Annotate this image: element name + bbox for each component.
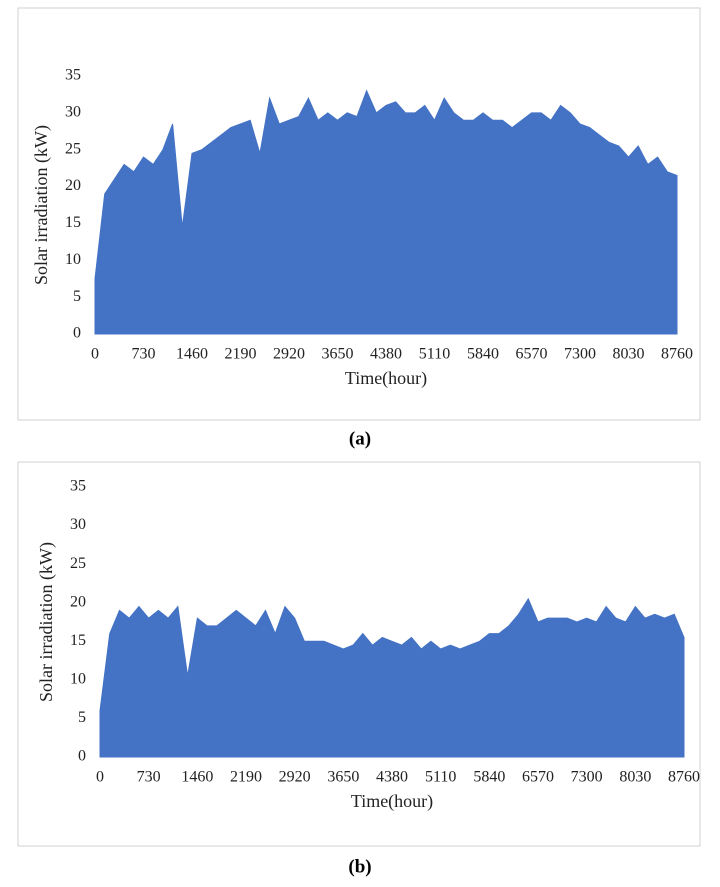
x-axis-label: Time(hour) [351, 791, 433, 812]
y-tick-label: 5 [73, 288, 81, 305]
x-axis-label: Time(hour) [345, 368, 427, 389]
caption: (b) [348, 856, 371, 877]
x-tick-label: 1460 [181, 769, 213, 786]
y-tick-label: 10 [65, 251, 81, 268]
y-tick-label: 25 [65, 140, 81, 157]
panel-frame [17, 7, 701, 421]
x-tick-label: 6570 [516, 346, 548, 363]
x-tick-label: 5840 [473, 769, 505, 786]
x-tick-label: 5110 [425, 769, 456, 786]
y-tick-label: 15 [65, 214, 81, 231]
x-tick-label: 2920 [273, 346, 305, 363]
x-tick-label: 730 [137, 769, 161, 786]
x-tick-label: 6570 [522, 769, 554, 786]
y-tick-label: 35 [70, 478, 86, 495]
x-tick-label: 3650 [322, 346, 354, 363]
y-axis-label: Solar irradiation (kW) [31, 125, 52, 285]
y-tick-label: 30 [65, 104, 81, 121]
x-tick-label: 8030 [613, 346, 645, 363]
y-tick-label: 15 [70, 632, 86, 649]
x-tick-label: 0 [96, 769, 104, 786]
x-tick-label: 4380 [376, 769, 408, 786]
x-tick-label: 1460 [176, 346, 208, 363]
y-tick-label: 10 [70, 671, 86, 688]
x-tick-label: 2920 [279, 769, 311, 786]
y-tick-label: 20 [70, 593, 86, 610]
y-tick-label: 30 [70, 516, 86, 533]
x-tick-label: 7300 [571, 769, 603, 786]
x-tick-label: 8760 [661, 346, 693, 363]
y-tick-label: 20 [65, 177, 81, 194]
y-tick-label: 25 [70, 555, 86, 572]
x-tick-label: 4380 [370, 346, 402, 363]
area [94, 89, 678, 335]
x-tick-label: 2190 [225, 346, 257, 363]
caption: (a) [349, 428, 371, 449]
y-axis-label: Solar irradiation (kW) [36, 542, 57, 702]
x-tick-label: 8030 [619, 769, 651, 786]
panel-frame [17, 461, 701, 847]
y-tick-label: 35 [65, 67, 81, 84]
x-tick-label: 3650 [327, 769, 359, 786]
y-tick-label: 0 [73, 325, 81, 342]
x-tick-label: 730 [132, 346, 156, 363]
x-tick-label: 5840 [467, 346, 499, 363]
x-tick-label: 2190 [230, 769, 262, 786]
y-tick-label: 0 [78, 748, 86, 765]
x-tick-label: 8760 [668, 769, 700, 786]
x-tick-label: 5110 [419, 346, 450, 363]
y-tick-label: 5 [78, 709, 86, 726]
area [99, 597, 685, 758]
x-tick-label: 0 [91, 346, 99, 363]
x-tick-label: 7300 [564, 346, 596, 363]
